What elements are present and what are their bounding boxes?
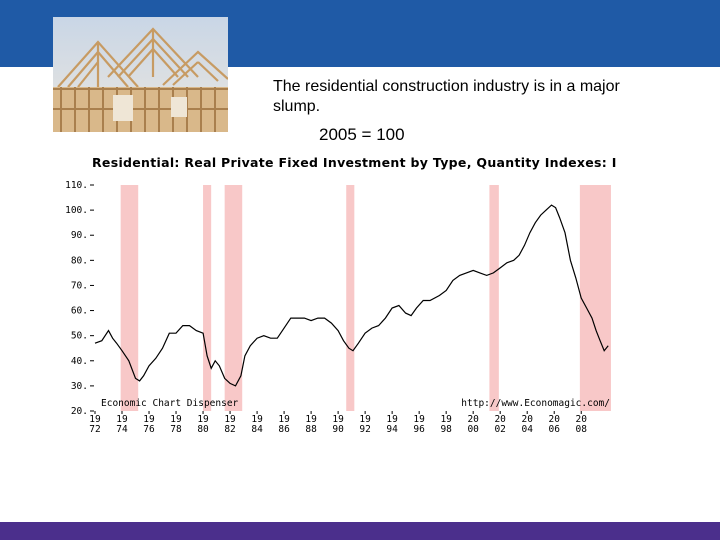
recession-bands [120,185,611,411]
recession-band-5 [579,185,611,411]
x-tick-label-bottom: 94 [386,424,398,435]
x-tick-label-top: 19 [143,414,155,425]
x-tick-label-bottom: 88 [305,424,317,435]
recession-band-1 [203,185,212,411]
x-tick-label-bottom: 06 [548,424,560,435]
x-tick-label-bottom: 96 [413,424,425,435]
y-tick-label: 70. [71,280,88,291]
x-tick-label-top: 20 [548,414,560,425]
x-tick-label-top: 19 [305,414,317,425]
chart-svg: 20.30.40.50.60.70.80.90.100.110.19721974… [65,180,611,435]
y-tick-label: 90. [71,230,88,241]
x-tick-label-top: 19 [224,414,236,425]
x-tick-label-bottom: 74 [116,424,128,435]
x-tick-label-top: 19 [170,414,182,425]
series-line [94,204,609,387]
x-tick-label-top: 19 [278,414,290,425]
x-tick-label-bottom: 82 [224,424,235,435]
x-tick-label-bottom: 80 [197,424,209,435]
y-tick-label: 110. [65,180,88,191]
x-tick-label-bottom: 72 [89,424,100,435]
slide-caption: The residential construction industry is… [273,78,620,115]
annotation-right: http://www.Economagic.com/ [461,398,610,409]
annotation-left: Economic Chart Dispenser [101,398,239,409]
x-tick-label-top: 19 [116,414,128,425]
x-tick-label-top: 19 [359,414,371,425]
y-tick-label: 100. [65,205,88,216]
x-tick-label-bottom: 86 [278,424,290,435]
x-tick-label-top: 19 [440,414,452,425]
y-tick-label: 50. [71,331,88,342]
x-tick-label-top: 20 [467,414,479,425]
y-tick-label: 30. [71,381,88,392]
x-tick-label-bottom: 76 [143,424,155,435]
x-tick-label-bottom: 90 [332,424,344,435]
y-tick-label: 40. [71,356,88,367]
recession-band-3 [346,185,355,411]
y-tick-label: 80. [71,255,88,266]
line-chart: 20. 30. 40. 50. 60. 70. 80. 90. 100. 110. 19 72 19 74… [40,175,640,442]
x-tick-label-top: 19 [386,414,398,425]
x-tick-label-bottom: 02 [494,424,505,435]
x-tick-label-top: 20 [576,414,588,425]
house-framing-photo [53,17,228,132]
house-framing-image [53,17,228,132]
x-tick-label-bottom: 08 [576,424,588,435]
chart-axes: 20.30.40.50.60.70.80.90.100.110.19721974… [65,180,587,435]
y-tick-label: 20. [71,406,88,417]
x-tick-label-bottom: 78 [170,424,182,435]
x-tick-label-top: 20 [521,414,533,425]
x-tick-label-top: 19 [332,414,344,425]
x-tick-label-top: 19 [197,414,209,425]
x-tick-label-top: 20 [494,414,506,425]
x-tick-label-top: 19 [413,414,425,425]
recession-band-2 [224,185,243,411]
slide-footer-band [0,522,720,540]
x-tick-label-bottom: 98 [440,424,452,435]
x-tick-label-bottom: 04 [521,424,533,435]
recession-band-4 [489,185,499,411]
y-tick-label: 60. [71,306,88,317]
x-tick-label-bottom: 92 [359,424,370,435]
x-tick-label-bottom: 00 [467,424,479,435]
x-tick-label-bottom: 84 [251,424,263,435]
x-tick-label-top: 19 [251,414,263,425]
index-base-note: 2005 = 100 [319,125,405,144]
x-tick-label-top: 19 [89,414,101,425]
chart-title: Residential: Real Private Fixed Investme… [92,155,617,170]
